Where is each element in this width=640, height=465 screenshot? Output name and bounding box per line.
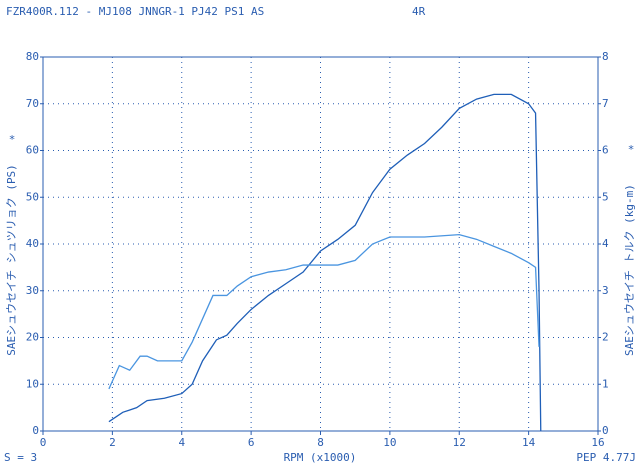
y-tick-label: 80 [26,50,39,63]
annotation: * [628,143,635,156]
x-tick-label: 10 [383,436,396,449]
y2-tick-label: 1 [602,377,609,390]
x-tick-label: 6 [248,436,255,449]
y2-tick-label: 4 [602,237,609,250]
annotation: S = 3 [4,451,37,464]
y-tick-label: 20 [26,331,39,344]
y-axis-label: SAEシュウセイチ シュツリョク (PS) [5,164,18,356]
x-tick-label: 4 [178,436,185,449]
chart-subtitle: 4R [412,5,426,18]
x-tick-label: 0 [40,436,47,449]
y2-axis-label: SAEシュウセイチ トルク (kg-m) [623,184,636,356]
x-tick-label: 2 [109,436,116,449]
y2-tick-label: 3 [602,284,609,297]
x-axis-label: RPM (x1000) [284,451,357,464]
y2-tick-label: 8 [602,50,609,63]
x-tick-label: 12 [453,436,466,449]
y2-tick-label: 5 [602,190,609,203]
y-tick-label: 60 [26,144,39,157]
plot-frame [42,56,599,432]
y2-tick-label: 7 [602,97,609,110]
y-tick-label: 70 [26,97,39,110]
data-line [108,233,540,390]
x-tick-label: 14 [522,436,536,449]
x-tick-label: 8 [317,436,324,449]
y2-tick-label: 0 [602,424,609,437]
y-tick-label: 0 [32,424,39,437]
y2-tick-label: 2 [602,331,609,344]
y-tick-label: 10 [26,377,39,390]
annotation: PEP 4.77J [576,451,636,464]
x-tick-label: 16 [591,436,604,449]
annotation: * [9,133,16,146]
y-tick-label: 30 [26,284,39,297]
y2-tick-label: 6 [602,144,609,157]
chart-title: FZR400R.112 - MJ108 JNNGR-1 PJ42 PS1 AS [6,5,264,18]
y-tick-label: 40 [26,237,39,250]
data-line [108,93,542,432]
y-tick-label: 50 [26,190,39,203]
